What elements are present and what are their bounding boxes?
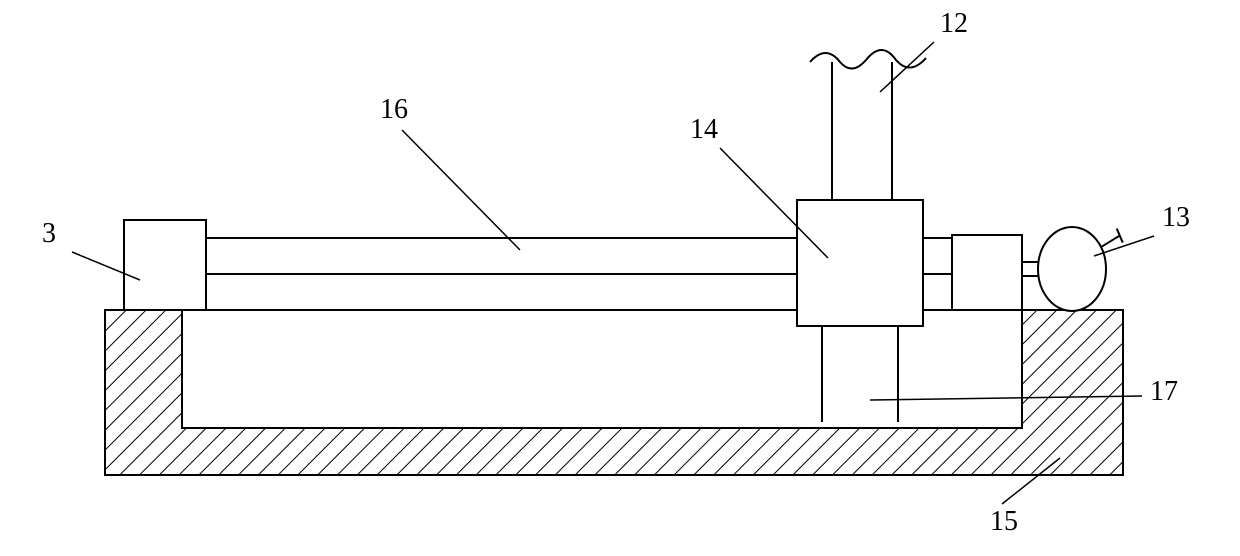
- label-15: 15: [990, 506, 1018, 537]
- break-line-right: [866, 50, 926, 68]
- break-line-left: [810, 53, 866, 69]
- label-13: 13: [1162, 202, 1190, 233]
- base-frame: [105, 310, 1123, 475]
- handwheel-handle-cap: [1117, 229, 1123, 243]
- carriage-block: [797, 200, 923, 326]
- right-bearing-block: [952, 235, 1022, 310]
- handwheel: [1038, 227, 1106, 311]
- label-17: 17: [1150, 376, 1178, 407]
- label-16: 16: [380, 94, 408, 125]
- left-end-block: [124, 220, 206, 310]
- handwheel-handle: [1101, 236, 1120, 247]
- leader-12: [880, 42, 934, 92]
- label-3: 3: [42, 218, 56, 249]
- leader-16: [402, 130, 520, 250]
- label-14: 14: [690, 114, 718, 145]
- label-12: 12: [940, 8, 968, 39]
